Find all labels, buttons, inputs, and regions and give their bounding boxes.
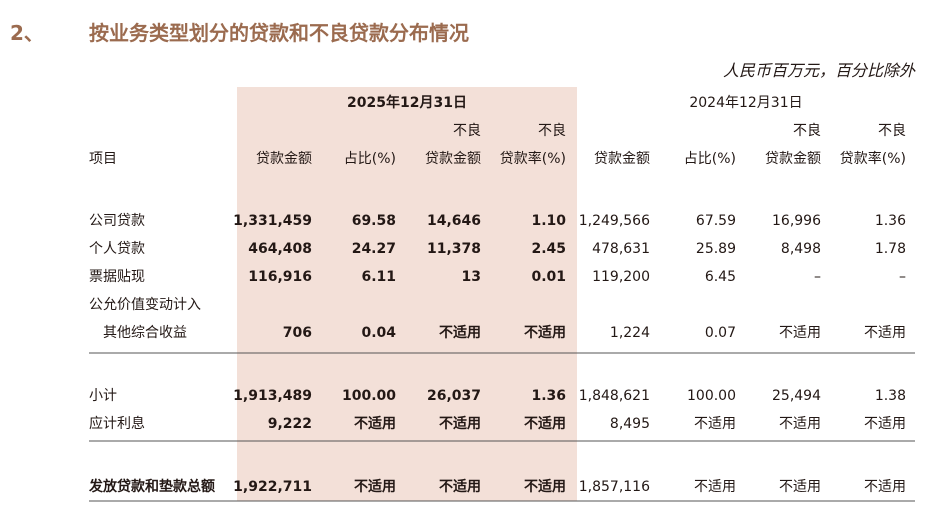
cell: 1.36 [531,388,566,404]
cell: 2.45 [531,241,566,257]
group-label: 2024年12月31日 [689,95,802,111]
cell: 116,916 [248,269,312,285]
cell: 1.78 [875,241,906,257]
row-label: 小计 [89,388,117,404]
column-header: 不良 [878,123,906,139]
cell: 不适用 [439,478,481,495]
group-label: 2025年12月31日 [347,94,467,111]
cell: 1.36 [875,213,906,229]
row-label: 公允价值变动计入 [89,297,201,313]
cell: 不适用 [439,415,481,432]
column-header: 贷款率(%) [840,150,906,167]
cell: 不适用 [354,415,396,432]
cell: 14,646 [427,213,481,229]
cell: 16,996 [772,213,821,229]
column-header: 贷款金额 [594,151,650,167]
cell: 1.10 [531,213,566,229]
cell: 1,857,116 [579,479,650,495]
cell: 不适用 [779,416,821,432]
cell: 25,494 [772,388,821,404]
cell: 不适用 [694,479,736,495]
cell: – [899,269,906,285]
cell: 67.59 [696,213,736,229]
cell: 0.04 [361,325,396,341]
column-header: 贷款率(%) [500,150,566,167]
cell: 1,922,711 [233,479,312,495]
row-label: 公司贷款 [89,213,145,229]
cell: 6.11 [361,269,396,285]
cell: 1,913,489 [233,388,312,404]
row-label: 应计利息 [89,415,145,432]
column-header: 不良 [793,123,821,139]
section-title: 按业务类型划分的贷款和不良贷款分布情况 [89,21,469,45]
cell: 6.45 [705,269,736,285]
cell: 464,408 [248,241,312,257]
cell: 1,848,621 [579,388,650,404]
column-header: 占比(%) [684,151,736,167]
cell: 1,249,566 [579,213,650,229]
cell: 24.27 [352,241,396,257]
cell: 不适用 [779,479,821,495]
cell: 不适用 [779,325,821,341]
cell: 25.89 [696,241,736,257]
cell: 不适用 [439,324,481,341]
column-header: 不良 [453,123,481,139]
column-header: 不良 [538,123,566,139]
cell: 11,378 [427,241,481,257]
column-header: 贷款金额 [256,151,312,167]
column-header: 贷款金额 [765,151,821,167]
row-label: 票据贴现 [89,269,145,285]
cell: 不适用 [524,324,566,341]
cell: 不适用 [524,478,566,495]
column-header: 贷款金额 [425,151,481,167]
cell: 100.00 [342,388,396,404]
column-header: 项目 [89,151,117,167]
cell: 9,222 [268,416,312,432]
unit-note: 人民币百万元，百分比除外 [723,61,916,80]
section-number: 2、 [10,21,44,45]
cell: – [814,269,821,285]
cell: 1,224 [610,325,650,341]
row-label: 其他综合收益 [103,325,187,341]
row-label: 发放贷款和垫款总额 [88,478,215,495]
cell: 706 [283,325,312,341]
cell: 1,331,459 [233,213,312,229]
row-label: 个人贷款 [89,241,145,257]
cell: 1.38 [875,388,906,404]
cell: 不适用 [694,416,736,432]
cell: 8,498 [781,241,821,257]
cell: 不适用 [864,479,906,495]
cell: 100.00 [687,388,736,404]
cell: 不适用 [864,325,906,341]
cell: 69.58 [352,213,396,229]
cell: 0.01 [531,269,566,285]
cell: 不适用 [524,415,566,432]
cell: 26,037 [427,388,481,404]
cell: 不适用 [864,416,906,432]
cell: 478,631 [592,241,650,257]
cell: 0.07 [705,325,736,341]
cell: 不适用 [354,478,396,495]
column-header: 占比(%) [344,151,396,167]
cell: 8,495 [610,416,650,432]
cell: 119,200 [592,269,650,285]
highlight-band [237,87,577,501]
cell: 13 [462,269,481,285]
